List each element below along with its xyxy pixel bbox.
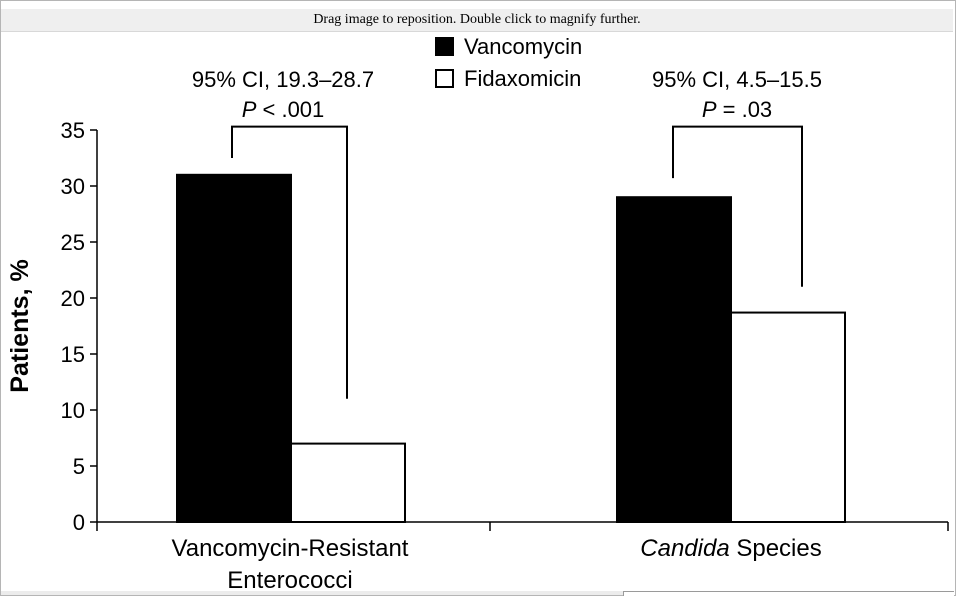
annotation-ci: 95% CI, 4.5–15.5 [652, 67, 822, 92]
y-tick-label: 25 [61, 230, 85, 255]
y-tick-label: 0 [73, 510, 85, 535]
x-category-label: Candida Species [640, 535, 821, 562]
y-axis-label: Patients, % [6, 259, 34, 392]
y-tick-label: 15 [61, 342, 85, 367]
bar-fidaxomicin-1 [730, 311, 846, 523]
viewer-bottom-bar [1, 591, 953, 595]
legend-label: Fidaxomicin [464, 66, 581, 91]
annotation-p-value: P < .001 [242, 97, 325, 122]
bar-fidaxomicin-0 [290, 442, 406, 524]
annotation-p-italic: P [702, 97, 717, 122]
x-category-label: Enterococci [227, 567, 352, 594]
x-category-label: Vancomycin-Resistant [172, 535, 409, 562]
x-category-label-italic: Candida [640, 535, 729, 562]
legend-swatch-vancomycin [435, 37, 454, 56]
bar-vancomycin-0 [176, 173, 292, 524]
y-tick-label: 20 [61, 286, 85, 311]
annotation-p-value: P = .03 [702, 97, 772, 122]
bar-vancomycin-1 [616, 196, 732, 523]
legend-swatch-fidaxomicin [435, 69, 454, 88]
y-tick-label: 5 [73, 454, 85, 479]
viewer-hint-text: Drag image to reposition. Double click t… [1, 9, 953, 32]
x-category-label-rest: Species [730, 535, 822, 562]
viewer-bottom-panel [623, 591, 954, 596]
significance-bracket [231, 125, 348, 399]
annotation-p-rest: = .03 [717, 97, 773, 122]
legend-label: Vancomycin [464, 34, 582, 59]
annotation-p-italic: P [242, 97, 257, 122]
annotation-ci: 95% CI, 19.3–28.7 [192, 67, 374, 92]
y-tick-label: 35 [61, 118, 85, 143]
significance-bracket [672, 125, 803, 287]
y-tick-label: 30 [61, 174, 85, 199]
y-tick-label: 10 [61, 398, 85, 423]
annotation-p-rest: < .001 [256, 97, 324, 122]
